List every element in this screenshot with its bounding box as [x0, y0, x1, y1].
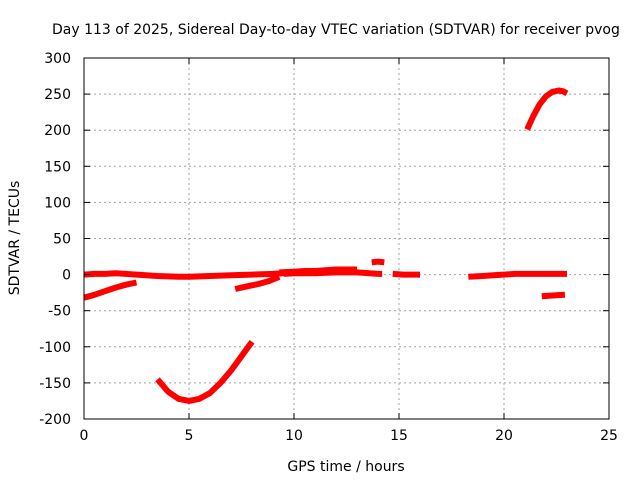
series-line-seg-11: [541, 291, 566, 300]
chart-title: Day 113 of 2025, Sidereal Day-to-day VTE…: [52, 22, 620, 38]
series-line-seg-9: [468, 270, 567, 280]
series-line-seg-4: [234, 274, 281, 292]
grid: [84, 58, 609, 419]
series-group: [83, 87, 569, 404]
x-tick-label: 10: [285, 428, 303, 444]
tick-group: 0 5 10 15 20 25 300 250 200 150 100 50 0 -50 -100 -150 -…: [39, 51, 618, 444]
series-line-seg-6: [283, 269, 383, 277]
series-line-seg-2: [83, 279, 138, 301]
y-tick-label: -200: [39, 412, 71, 428]
y-tick-label: 250: [44, 87, 71, 103]
y-tick-label: 300: [44, 51, 71, 67]
x-tick-label: 15: [390, 428, 408, 444]
y-tick-label: 0: [62, 268, 71, 284]
x-tick-label: 5: [185, 428, 194, 444]
y-tick-label: 100: [44, 195, 71, 211]
series-line-seg-10: [524, 87, 569, 131]
x-tick-label: 20: [495, 428, 513, 444]
y-tick-label: 200: [44, 123, 71, 139]
y-tick-label: -100: [39, 340, 71, 356]
y-tick-label: 50: [53, 232, 71, 248]
series-line-seg-1: [83, 270, 284, 280]
y-tick-label: -150: [39, 376, 71, 392]
x-axis-label: GPS time / hours: [287, 459, 404, 475]
x-tick-label: 25: [600, 428, 618, 444]
y-tick-label: -50: [48, 304, 71, 320]
x-tick-label: 0: [80, 428, 89, 444]
series-line-seg-3: [155, 339, 255, 404]
series-line-seg-8: [392, 270, 420, 278]
y-axis-label: SDTVAR / TECUs: [7, 181, 23, 296]
y-tick-label: 150: [44, 159, 71, 175]
series-line-seg-7: [371, 258, 385, 266]
